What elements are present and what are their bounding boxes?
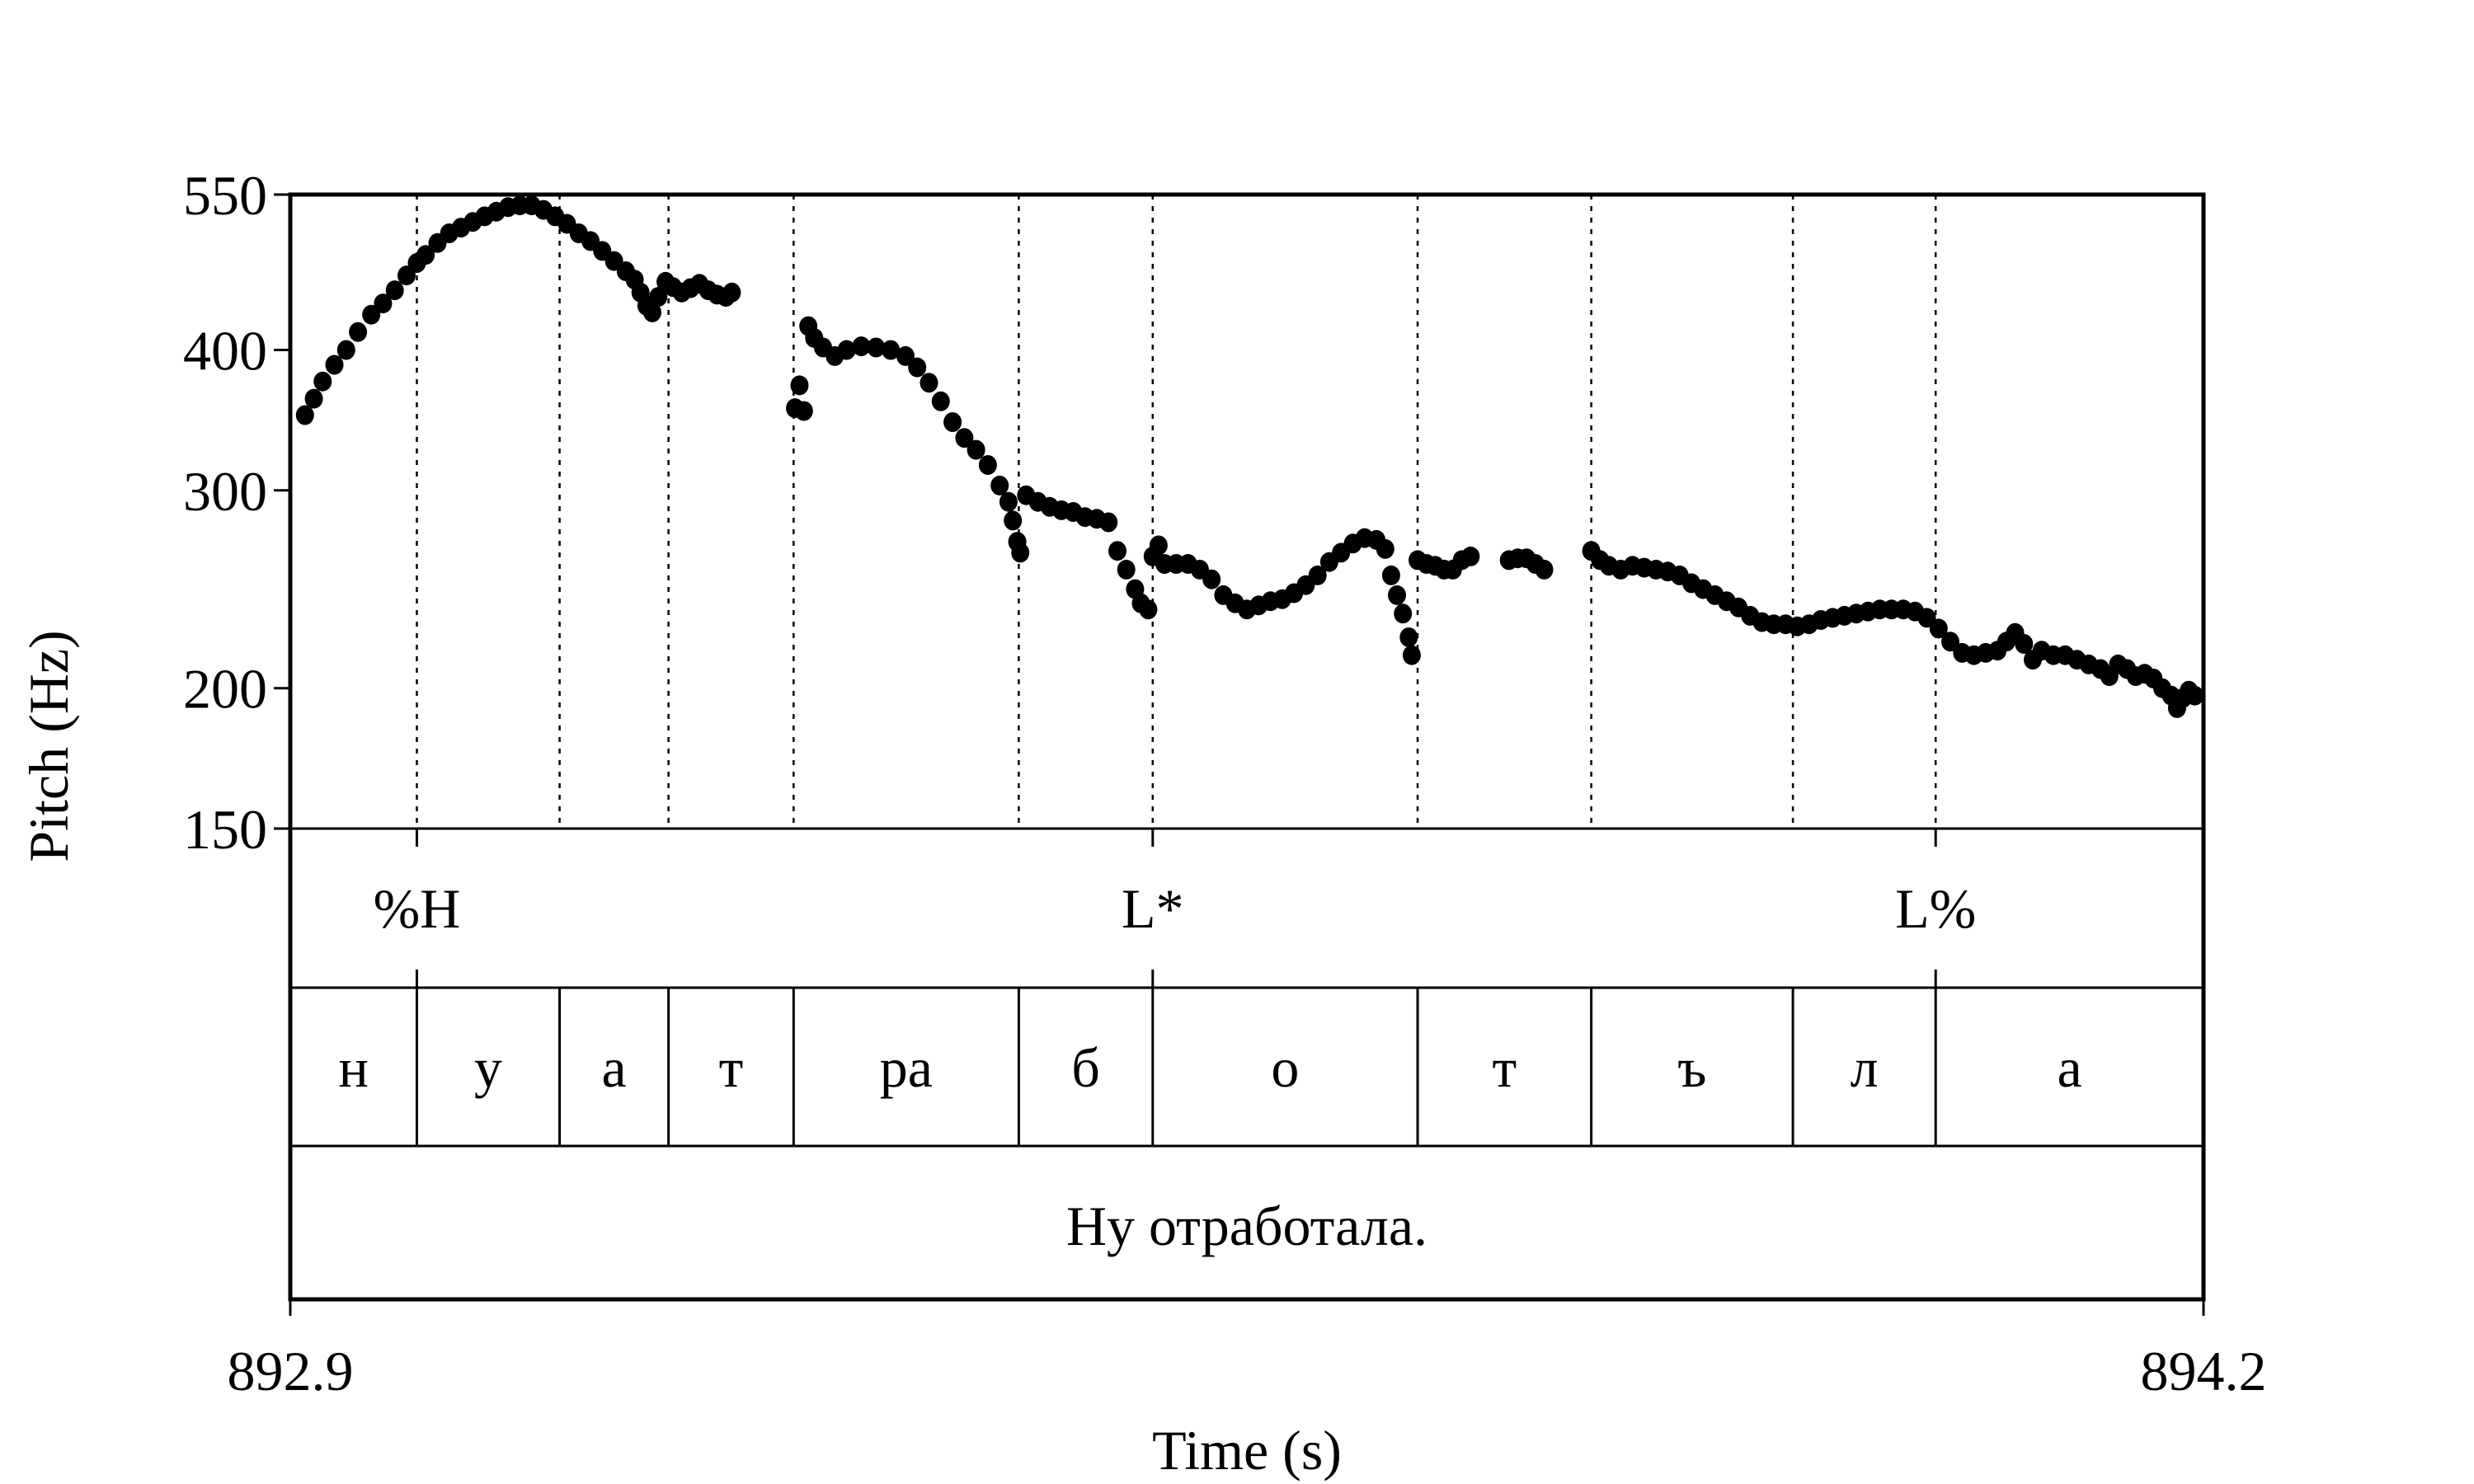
pitch-point bbox=[1394, 603, 1413, 624]
tone-label: %H bbox=[374, 877, 461, 940]
y-tick-label: 150 bbox=[183, 798, 267, 861]
pitch-point bbox=[931, 391, 950, 411]
pitch-point bbox=[1108, 541, 1126, 561]
pitch-point bbox=[955, 428, 974, 448]
pitch-point bbox=[416, 245, 435, 265]
pitch-point bbox=[1004, 510, 1023, 531]
tone-tier: %H L* L% bbox=[374, 877, 1977, 940]
pitch-point bbox=[295, 405, 314, 425]
pitch-point bbox=[1139, 599, 1158, 620]
pitch-point bbox=[1388, 585, 1406, 605]
segment-label: о bbox=[1271, 1036, 1299, 1099]
segment-label: т bbox=[719, 1036, 744, 1099]
pitch-point bbox=[978, 455, 997, 475]
pitch-point bbox=[852, 336, 871, 357]
pitch-point bbox=[1399, 627, 1418, 647]
pitch-point bbox=[790, 375, 809, 396]
y-axis: 150 200 300 400 550 bbox=[183, 164, 290, 861]
pitch-point bbox=[649, 287, 668, 308]
pitch-point bbox=[722, 282, 741, 303]
pitch-point bbox=[1011, 542, 1030, 563]
pitch-point bbox=[313, 371, 332, 392]
segment-label: ра bbox=[880, 1036, 933, 1099]
y-axis-title: Pitch (Hz) bbox=[17, 630, 80, 862]
pitch-point bbox=[362, 304, 381, 325]
pitch-point bbox=[385, 280, 404, 301]
segment-label: л bbox=[1851, 1036, 1879, 1099]
segment-label: а bbox=[602, 1036, 627, 1099]
pitch-point bbox=[325, 355, 344, 375]
pitch-point bbox=[867, 337, 886, 358]
segment-label: б bbox=[1071, 1036, 1100, 1099]
boundary-guides bbox=[415, 195, 1937, 1146]
pitch-point bbox=[837, 340, 856, 360]
pitch-point bbox=[990, 475, 1009, 495]
pitch-point bbox=[2015, 634, 2034, 654]
x-tick-label: 892.9 bbox=[228, 1340, 354, 1402]
pitch-point bbox=[943, 412, 962, 432]
pitch-point bbox=[1149, 535, 1168, 556]
x-tick-label: 894.2 bbox=[2141, 1340, 2267, 1402]
plot-frame bbox=[288, 192, 2206, 1302]
pitch-point bbox=[920, 373, 938, 393]
pitch-point bbox=[1941, 632, 1959, 652]
pitch-point bbox=[336, 340, 355, 360]
pitch-point bbox=[2185, 685, 2204, 706]
y-tick-label: 400 bbox=[183, 319, 267, 382]
x-axis: 892.9 894.2 bbox=[228, 1299, 2267, 1402]
segment-label: а bbox=[2058, 1036, 2082, 1099]
segment-label: у bbox=[474, 1036, 502, 1099]
pitch-point bbox=[1402, 645, 1421, 665]
y-tick-label: 550 bbox=[183, 164, 267, 227]
pitch-point bbox=[1381, 565, 1400, 585]
segment-label: т bbox=[1492, 1036, 1517, 1099]
y-tick-label: 300 bbox=[183, 460, 267, 523]
pitch-point bbox=[999, 491, 1018, 512]
pitch-point bbox=[882, 340, 901, 360]
pitch-point bbox=[1929, 618, 1948, 639]
pitch-point bbox=[794, 401, 813, 421]
pitch-point bbox=[1535, 559, 1554, 580]
pitch-point bbox=[349, 322, 368, 342]
y-tick-label: 200 bbox=[183, 658, 267, 721]
pitch-point bbox=[1099, 512, 1118, 533]
segment-tier: н у а т ра б о т ъ л а bbox=[339, 1036, 2082, 1099]
pitch-point bbox=[1308, 565, 1327, 585]
pitch-point bbox=[967, 439, 985, 460]
tone-label: L% bbox=[1895, 877, 1976, 940]
pitch-point bbox=[643, 302, 661, 322]
pitch-point bbox=[304, 388, 323, 409]
pitch-point bbox=[1376, 538, 1395, 559]
pitch-point bbox=[1202, 569, 1221, 589]
pitch-point bbox=[1461, 546, 1480, 566]
pitch-point bbox=[374, 294, 393, 314]
pitch-point bbox=[908, 357, 927, 378]
segment-label: ъ bbox=[1677, 1036, 1706, 1099]
pitch-points bbox=[295, 195, 2204, 718]
segment-label: н bbox=[339, 1036, 369, 1099]
tone-label: L* bbox=[1122, 877, 1184, 940]
sentence-label: Ну отработала. bbox=[1066, 1195, 1427, 1257]
pitch-point bbox=[896, 345, 915, 366]
x-axis-title: Time (s) bbox=[1152, 1419, 1342, 1482]
pitch-point bbox=[1117, 559, 1136, 580]
